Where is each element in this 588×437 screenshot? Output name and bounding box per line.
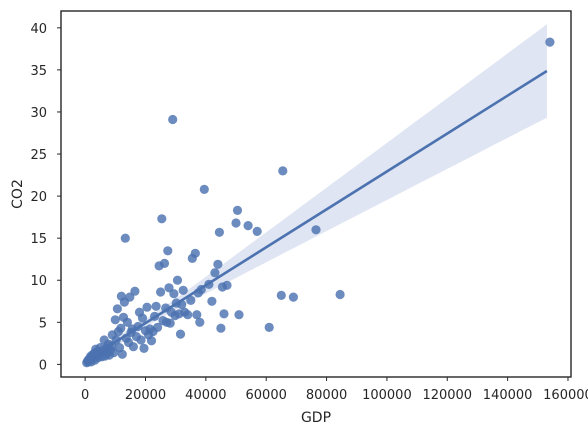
y-tick-label: 15 [30, 232, 47, 247]
data-point [214, 227, 224, 237]
x-tick-label: 140000 [483, 388, 533, 403]
data-point [128, 342, 138, 352]
confidence-band [86, 24, 547, 368]
data-point [157, 214, 167, 224]
data-point [213, 259, 223, 269]
data-point [545, 37, 555, 47]
y-axis-label: CO2 [10, 179, 26, 209]
plot-frame [60, 10, 572, 378]
confidence-band-area [86, 24, 547, 368]
data-point [142, 302, 152, 312]
data-point [175, 329, 186, 339]
y-tick-label: 10 [30, 274, 47, 289]
data-point [222, 280, 232, 290]
data-point [159, 258, 170, 268]
data-point [178, 285, 188, 295]
data-point [278, 166, 288, 176]
data-point [183, 310, 193, 320]
data-point [311, 225, 321, 235]
y-axis-ticks: 0 5 10 15 20 25 30 35 40 [30, 22, 61, 373]
data-point [335, 289, 345, 300]
data-point [168, 114, 178, 125]
x-tick-label: 120000 [422, 388, 472, 403]
data-point [199, 184, 209, 194]
data-point [190, 248, 200, 258]
x-tick-label: 40000 [185, 388, 226, 403]
y-tick-label: 30 [30, 106, 47, 121]
x-tick-label: 20000 [125, 388, 166, 403]
data-point [243, 221, 253, 231]
data-point [216, 323, 226, 333]
data-point [231, 218, 241, 228]
x-axis-ticks: 0 20000 40000 60000 80000 100000 120000 140000 1… [81, 377, 588, 403]
data-point [112, 304, 122, 314]
y-tick-label: 0 [39, 358, 47, 373]
data-point [136, 335, 146, 345]
x-axis-label: GDP [301, 410, 331, 426]
data-point [288, 292, 298, 302]
data-point [120, 233, 130, 243]
y-tick-label: 25 [30, 148, 47, 163]
data-point [169, 289, 179, 299]
data-point [163, 246, 173, 256]
data-point [116, 323, 126, 333]
data-point [130, 286, 140, 296]
data-point [110, 315, 120, 325]
x-tick-label: 60000 [246, 388, 287, 403]
data-point [172, 275, 183, 285]
y-tick-label: 5 [39, 316, 47, 331]
data-point [252, 226, 262, 236]
y-tick-label: 20 [30, 190, 47, 205]
data-point [234, 310, 244, 320]
data-point [151, 301, 161, 311]
regression-fit-line [85, 69, 548, 362]
data-point [219, 309, 229, 319]
y-tick-label: 35 [30, 64, 47, 79]
data-point [195, 317, 205, 327]
data-point [139, 343, 149, 353]
data-point [207, 296, 217, 306]
data-point [165, 318, 175, 328]
scatter-points [82, 37, 555, 368]
data-point [192, 310, 202, 320]
x-tick-label: 0 [81, 388, 89, 403]
data-point [232, 205, 243, 215]
data-point [156, 287, 166, 297]
data-point [264, 322, 274, 332]
data-point [186, 295, 196, 305]
x-tick-label: 100000 [362, 388, 412, 403]
data-point [137, 313, 148, 323]
regression-line [85, 69, 548, 362]
data-point [122, 317, 132, 327]
data-point [117, 349, 127, 359]
x-tick-label: 160000 [543, 388, 588, 403]
y-tick-label: 40 [30, 22, 47, 37]
x-tick-label: 80000 [306, 388, 347, 403]
data-point [146, 336, 157, 346]
data-point [276, 290, 286, 300]
data-point [153, 322, 163, 332]
data-point [210, 268, 220, 278]
